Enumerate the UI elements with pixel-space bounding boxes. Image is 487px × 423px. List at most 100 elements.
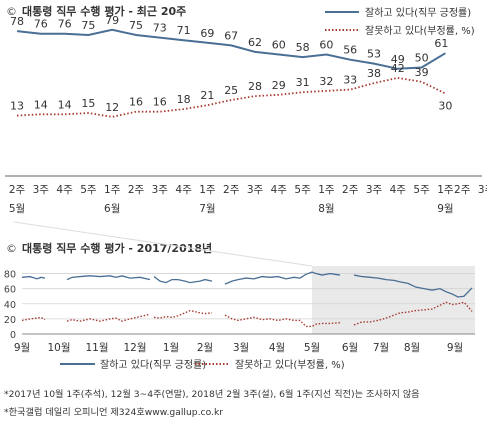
positive-data-label: 56 xyxy=(343,44,357,57)
positive-series-line xyxy=(16,28,446,70)
negative-data-label: 15 xyxy=(81,97,95,110)
legend-negative-label: 잘못하고 있다(부정률, %) xyxy=(365,24,475,37)
annual-month-label: 7월 xyxy=(373,342,389,354)
week-tick-label: 1주 xyxy=(318,184,335,196)
negative-data-label: 25 xyxy=(224,84,238,97)
positive-data-label: 53 xyxy=(367,48,381,61)
highlight-region xyxy=(312,266,475,334)
week-tick-label: 2주 xyxy=(342,184,359,196)
week-tick-label: 4주 xyxy=(56,184,73,196)
legend2-negative-label: 잘못하고 있다(부정률, %) xyxy=(235,358,345,371)
negative-data-label: 29 xyxy=(272,79,286,92)
negative-data-label: 31 xyxy=(296,76,310,89)
positive-data-label: 75 xyxy=(129,19,143,32)
positive-data-label: 78 xyxy=(10,15,24,28)
annual-positive-line xyxy=(21,275,46,280)
annual-negative-line xyxy=(21,316,46,322)
positive-data-label: 67 xyxy=(224,29,238,42)
week-tick-label: 3주 xyxy=(247,184,264,196)
y-tick-label: 20 xyxy=(4,315,16,326)
annual-month-label: 9월 xyxy=(14,342,30,354)
week-tick-label: 5주 xyxy=(413,184,430,196)
week-tick-label: 1주 xyxy=(199,184,216,196)
month-tick-label: 5월 xyxy=(9,203,25,215)
negative-data-label: 18 xyxy=(177,93,191,106)
positive-data-label: 58 xyxy=(296,41,310,54)
top-x-axis: 2주 3주 4주 5주 1주 2주 3주 4주 1주 2주 3주 4주 5주 1주 2주 3주 4주 5주 1주 2주… xyxy=(5,175,487,215)
recent-20-weeks-chart: © 대통령 직무 수행 평가 - 최근 20주 잘하고 있다(직무 긍정률) 잘… xyxy=(5,4,487,215)
annual-month-label: 3월 xyxy=(233,342,249,354)
week-tick-label: 2주 xyxy=(128,184,145,196)
positive-data-label: 62 xyxy=(248,36,262,49)
annual-month-label: 2월 xyxy=(197,342,213,354)
annual-month-label: 1월 xyxy=(163,342,179,354)
y-tick-label: 60 xyxy=(4,285,16,296)
week-tick-label: 5주 xyxy=(294,184,311,196)
negative-data-label: 38 xyxy=(367,67,381,80)
chart-title-2: 대통령 직무 수행 평가 - 2017/2018년 xyxy=(22,241,212,255)
negative-data-label: 14 xyxy=(34,98,48,111)
annual-month-label: 4월 xyxy=(269,342,285,354)
positive-data-label: 61 xyxy=(434,37,448,50)
positive-data-label: 60 xyxy=(319,39,333,52)
y-tick-label: 80 xyxy=(4,270,16,281)
annual-month-label: 9월 xyxy=(447,342,463,354)
annual-positive-line xyxy=(66,275,151,281)
week-tick-label: 5주 xyxy=(80,184,97,196)
week-tick-label: 4주 xyxy=(390,184,407,196)
week-tick-label: 2주 xyxy=(223,184,240,196)
week-tick-label: 1주 xyxy=(104,184,121,196)
week-tick-label: 3주 xyxy=(33,184,50,196)
legend2-positive-label: 잘하고 있다(직무 긍정률) xyxy=(100,358,206,371)
negative-data-label: 16 xyxy=(129,96,143,109)
week-tick-label: 2주 xyxy=(9,184,26,196)
negative-series-line xyxy=(16,76,446,118)
negative-data-label: 12 xyxy=(105,101,119,114)
positive-data-label: 49 xyxy=(391,53,405,66)
negative-data-label: 30 xyxy=(438,100,452,113)
chart-title-icon: © xyxy=(6,5,17,18)
annual-positive-line xyxy=(153,276,213,284)
week-tick-label: 1주 xyxy=(437,184,454,196)
footnote-2: *한국갤럽 데일리 오피니언 제324호www.gallup.co.kr xyxy=(4,406,223,418)
positive-data-label: 76 xyxy=(34,18,48,31)
negative-data-label: 33 xyxy=(343,74,357,87)
annual-month-label: 12월 xyxy=(123,342,146,354)
week-tick-label: 4주 xyxy=(175,184,192,196)
week-tick-label: 3주 xyxy=(366,184,383,196)
week-tick-label: 3주 xyxy=(478,184,487,196)
negative-data-label: 16 xyxy=(153,96,167,109)
annual-month-label: 11월 xyxy=(85,342,108,354)
negative-data-label: 14 xyxy=(58,98,72,111)
month-tick-label: 8월 xyxy=(318,203,334,215)
y-tick-label: 0 xyxy=(10,330,16,341)
annual-negative-line xyxy=(66,313,151,322)
month-tick-label: 7월 xyxy=(199,203,215,215)
negative-data-label: 39 xyxy=(415,66,429,79)
positive-data-label: 75 xyxy=(81,19,95,32)
annual-month-label: 8월 xyxy=(404,342,420,354)
bottom-y-axis: 0 20 40 60 80 xyxy=(4,270,475,341)
footnote-1: *2017년 10월 1주(추석), 12월 3~4주(연말), 2018년 2… xyxy=(4,388,420,400)
annual-month-label: 10월 xyxy=(47,342,70,354)
annual-positive-line xyxy=(353,274,473,298)
week-tick-label: 4주 xyxy=(271,184,288,196)
positive-data-label: 50 xyxy=(415,52,429,65)
negative-data-label: 28 xyxy=(248,80,262,93)
chart-title: 대통령 직무 수행 평가 - 최근 20주 xyxy=(22,4,186,18)
annual-negative-line xyxy=(353,301,473,326)
y-tick-label: 40 xyxy=(4,300,16,311)
positive-data-label: 69 xyxy=(200,27,214,40)
positive-data-label: 60 xyxy=(272,39,286,52)
bottom-x-axis: 9월 10월 11월 12월 1월 2월 3월 4월 5월 6월 7월 8월 9월 xyxy=(14,333,475,354)
annual-month-label: 6월 xyxy=(342,342,358,354)
top-plot-area: 78 76 76 75 79 75 73 71 69 67 62 60 58 60 56 53 49 50 61 13… xyxy=(10,14,452,118)
negative-data-label: 21 xyxy=(200,89,214,102)
positive-data-label: 73 xyxy=(153,22,167,35)
week-tick-label: 2주 xyxy=(454,184,471,196)
positive-data-label: 71 xyxy=(177,24,191,37)
annual-month-label: 5월 xyxy=(304,342,320,354)
annual-positive-line xyxy=(224,271,341,285)
positive-data-label: 76 xyxy=(58,18,72,31)
chart-title-icon-2: © xyxy=(6,242,17,255)
